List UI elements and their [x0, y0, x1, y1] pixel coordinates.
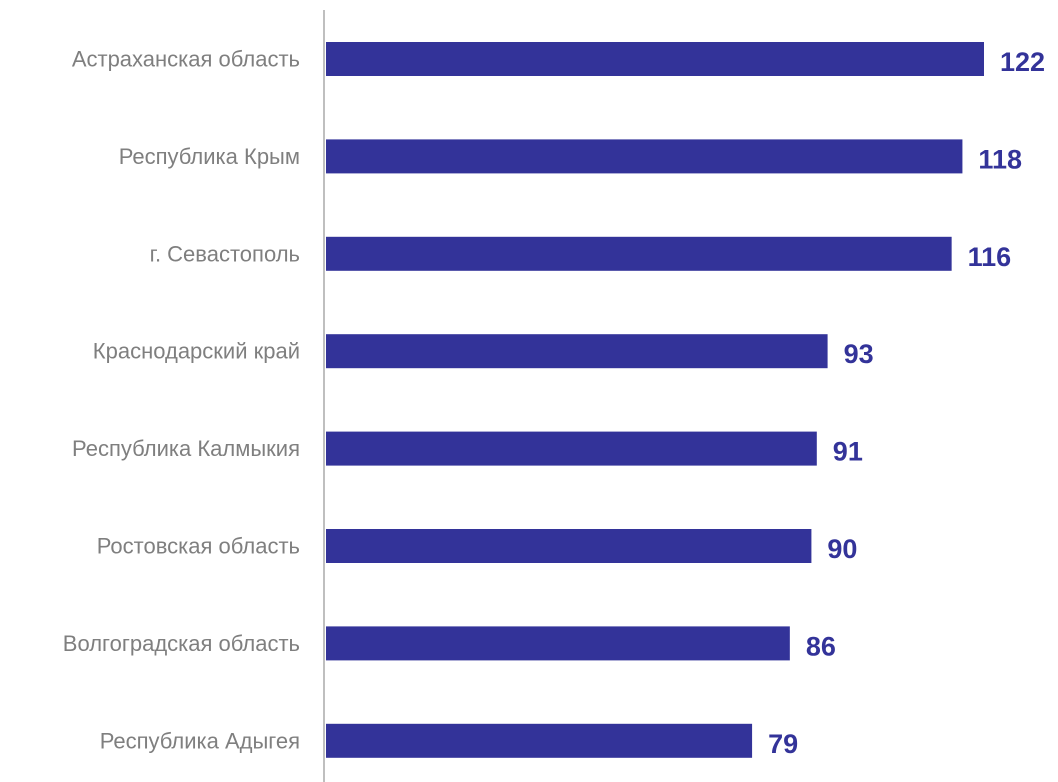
value-label: 86 — [806, 631, 836, 661]
value-labels-group: 122 118 116 93 91 90 86 79 — [768, 47, 1045, 759]
bar — [326, 42, 984, 76]
value-label: 118 — [978, 144, 1022, 174]
bar — [326, 431, 817, 466]
bar — [326, 334, 828, 369]
value-label: 122 — [1000, 47, 1045, 77]
bar — [326, 529, 812, 563]
bars-group — [326, 42, 984, 758]
category-label: Волгоградская область — [63, 631, 300, 656]
value-label: 116 — [968, 242, 1012, 272]
category-label: Краснодарский край — [93, 339, 300, 364]
category-label: Республика Калмыкия — [72, 436, 300, 461]
category-label: Астраханская область — [72, 47, 300, 72]
category-label: Республика Адыгея — [100, 728, 300, 753]
bar — [326, 723, 753, 758]
value-label: 93 — [844, 339, 874, 369]
bar — [326, 236, 952, 271]
value-label: 79 — [768, 729, 798, 759]
bar — [326, 626, 790, 661]
category-label: Республика Крым — [119, 144, 300, 169]
category-label: г. Севастополь — [150, 241, 300, 266]
value-label: 91 — [833, 437, 863, 467]
value-label: 90 — [827, 534, 857, 564]
category-label: Ростовская область — [97, 534, 300, 559]
category-labels-group: Астраханская область Республика Крым г. Се… — [63, 47, 300, 754]
bar — [326, 139, 963, 174]
